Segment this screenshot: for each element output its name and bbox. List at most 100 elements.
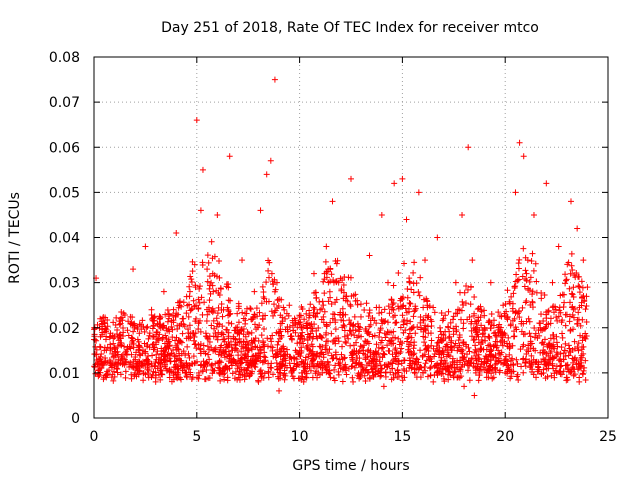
cloud-point bbox=[126, 343, 133, 350]
floor-point bbox=[533, 374, 540, 381]
cloud-point bbox=[422, 327, 429, 334]
cloud-point bbox=[407, 318, 414, 325]
cloud-point bbox=[267, 364, 274, 371]
cloud-point bbox=[205, 259, 212, 266]
cloud-point bbox=[576, 273, 583, 280]
cloud-point bbox=[565, 342, 572, 349]
cloud-point bbox=[292, 321, 299, 328]
cloud-point bbox=[225, 312, 232, 319]
cloud-point bbox=[476, 372, 483, 379]
cloud-point bbox=[264, 335, 271, 342]
cloud-point bbox=[277, 365, 284, 372]
peak-point bbox=[500, 302, 507, 309]
cloud-point bbox=[354, 320, 361, 327]
cloud-point bbox=[320, 354, 327, 361]
cloud-point bbox=[331, 377, 338, 384]
cloud-point bbox=[339, 305, 346, 312]
floor-point bbox=[337, 365, 344, 372]
cloud-point bbox=[503, 361, 510, 368]
cloud-point bbox=[394, 366, 401, 373]
cloud-point bbox=[568, 262, 575, 269]
cloud-point bbox=[276, 335, 283, 342]
cloud-point bbox=[320, 313, 327, 320]
cloud-point bbox=[543, 311, 550, 318]
floor-point bbox=[522, 356, 529, 363]
x-tick-label: 10 bbox=[291, 429, 309, 445]
floor-point bbox=[103, 374, 110, 381]
cloud-point bbox=[421, 339, 428, 346]
cloud-point bbox=[271, 288, 278, 295]
peak-point bbox=[516, 139, 523, 146]
cloud-point bbox=[507, 321, 514, 328]
cloud-point bbox=[557, 350, 564, 357]
cloud-point bbox=[144, 366, 151, 373]
cloud-point bbox=[538, 311, 545, 318]
x-axis-ticks: 0 5 10 15 20 25 bbox=[90, 57, 617, 445]
cloud-point bbox=[416, 292, 423, 299]
cloud-point bbox=[335, 368, 342, 375]
cloud-point bbox=[425, 343, 432, 350]
cloud-point bbox=[253, 305, 260, 312]
cloud-point bbox=[386, 310, 393, 317]
cloud-point bbox=[116, 332, 123, 339]
cloud-point bbox=[235, 305, 242, 312]
cloud-point bbox=[527, 333, 534, 340]
cloud-point bbox=[326, 370, 333, 377]
cloud-point bbox=[378, 365, 385, 372]
cloud-point bbox=[214, 310, 221, 317]
cloud-point bbox=[447, 372, 454, 379]
cloud-point bbox=[509, 308, 516, 315]
peak-point bbox=[434, 234, 441, 241]
cloud-point bbox=[306, 346, 313, 353]
cloud-point bbox=[570, 284, 577, 291]
cloud-point bbox=[162, 356, 169, 363]
cloud-point bbox=[290, 327, 297, 334]
cloud-point bbox=[327, 294, 334, 301]
cloud-point bbox=[449, 369, 456, 376]
floor-point bbox=[450, 374, 457, 381]
cloud-point bbox=[296, 339, 303, 346]
cloud-point bbox=[158, 345, 165, 352]
cloud-point bbox=[158, 359, 165, 366]
cloud-point bbox=[471, 310, 478, 317]
cloud-point bbox=[277, 320, 284, 327]
cloud-point bbox=[567, 326, 574, 333]
cloud-point bbox=[157, 368, 164, 375]
cloud-point bbox=[110, 319, 117, 326]
cloud-point bbox=[234, 310, 241, 317]
cloud-point bbox=[564, 261, 571, 268]
cloud-point bbox=[218, 300, 225, 307]
floor-point bbox=[113, 365, 120, 372]
cloud-point bbox=[566, 318, 573, 325]
cloud-point bbox=[195, 326, 202, 333]
cloud-point bbox=[515, 376, 522, 383]
y-tick-label: 0.06 bbox=[49, 140, 80, 156]
cloud-point bbox=[443, 353, 450, 360]
cloud-point bbox=[562, 322, 569, 329]
cloud-point bbox=[166, 366, 173, 373]
cloud-point bbox=[513, 271, 520, 278]
cloud-point bbox=[514, 310, 521, 317]
cloud-point bbox=[545, 320, 552, 327]
cloud-point bbox=[411, 369, 418, 376]
cloud-point bbox=[139, 317, 146, 324]
cloud-point bbox=[322, 342, 329, 349]
cloud-point bbox=[187, 273, 194, 280]
peak-point bbox=[107, 360, 114, 367]
cloud-point bbox=[577, 356, 584, 363]
cloud-point bbox=[456, 307, 463, 314]
cloud-point bbox=[156, 323, 163, 330]
floor-point bbox=[319, 369, 326, 376]
cloud-point bbox=[130, 321, 137, 328]
cloud-point bbox=[179, 330, 186, 337]
floor-point bbox=[350, 378, 357, 385]
cloud-point bbox=[580, 350, 587, 357]
peak-point bbox=[280, 360, 287, 367]
cloud-point bbox=[210, 325, 217, 332]
cloud-point bbox=[433, 343, 440, 350]
peak-point bbox=[512, 189, 519, 196]
cloud-point bbox=[245, 330, 252, 337]
cloud-point bbox=[510, 333, 517, 340]
cloud-point bbox=[345, 335, 352, 342]
cloud-point bbox=[91, 325, 98, 332]
